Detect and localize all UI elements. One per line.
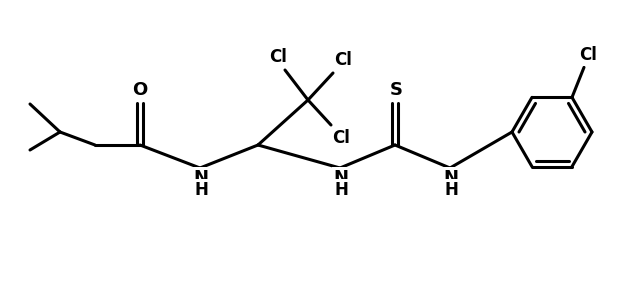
Text: N: N	[444, 169, 458, 187]
Text: N: N	[193, 169, 209, 187]
Text: Cl: Cl	[579, 46, 597, 64]
Text: O: O	[132, 81, 148, 99]
Text: H: H	[194, 181, 208, 199]
Text: H: H	[334, 181, 348, 199]
Text: Cl: Cl	[269, 48, 287, 66]
Text: Cl: Cl	[332, 129, 350, 147]
Text: H: H	[444, 181, 458, 199]
Text: S: S	[390, 81, 403, 99]
Text: N: N	[333, 169, 349, 187]
Text: Cl: Cl	[334, 51, 352, 69]
